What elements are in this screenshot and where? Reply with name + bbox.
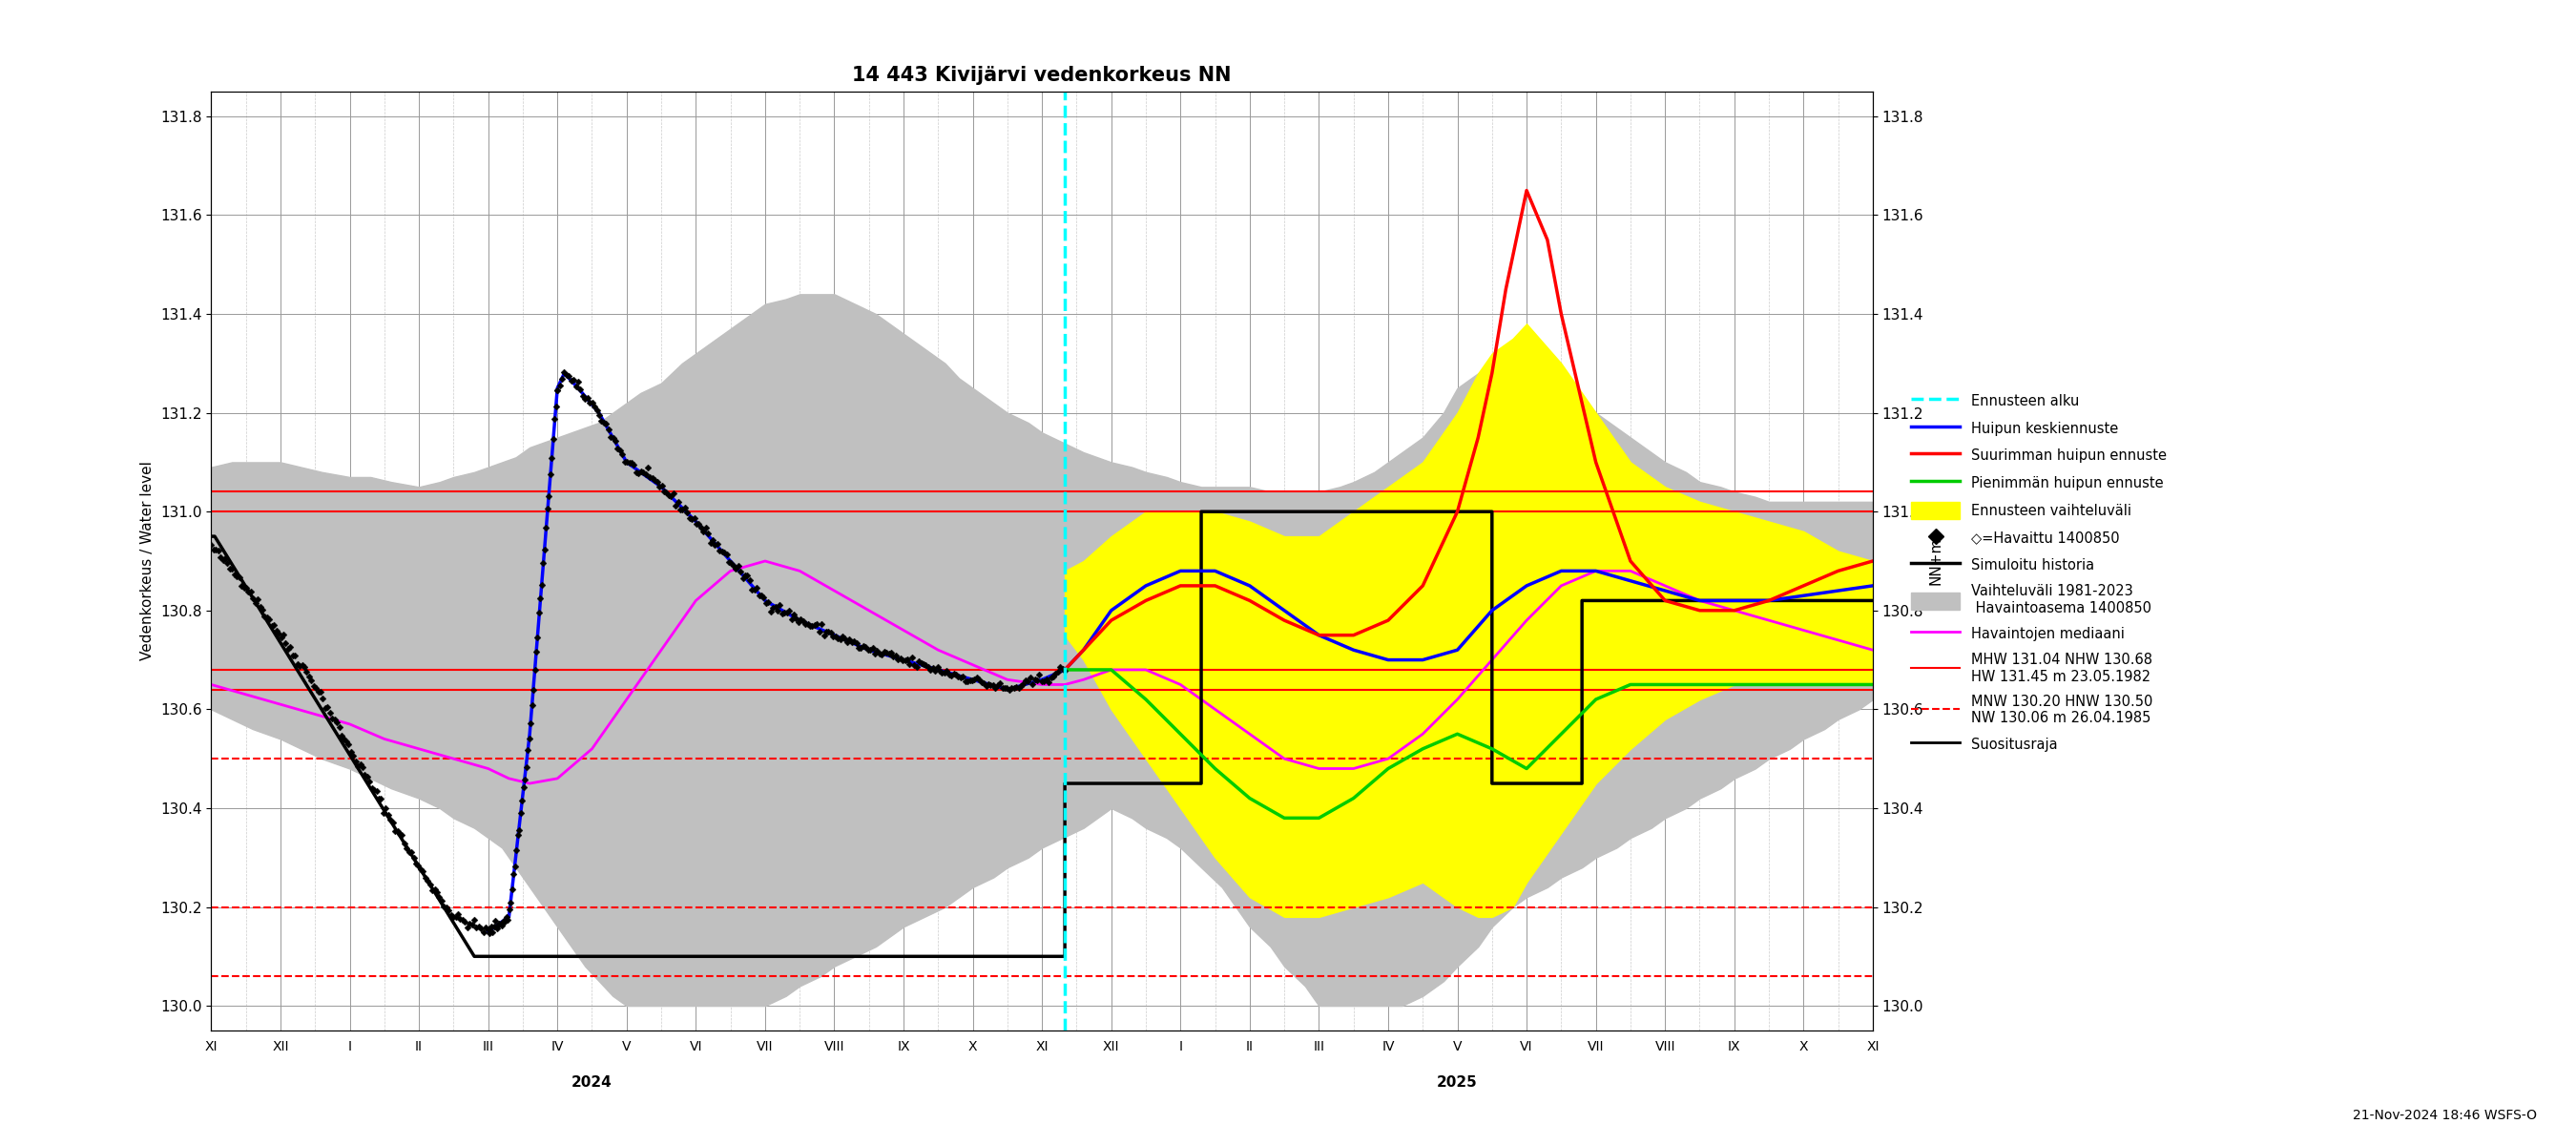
- Y-axis label: NN+m: NN+m: [1929, 537, 1942, 585]
- Text: VII: VII: [757, 1041, 773, 1053]
- Text: IV: IV: [1381, 1041, 1394, 1053]
- Text: XI: XI: [206, 1041, 216, 1053]
- Text: IX: IX: [1728, 1041, 1741, 1053]
- Text: XI: XI: [1036, 1041, 1048, 1053]
- Text: XII: XII: [273, 1041, 289, 1053]
- Text: 21-Nov-2024 18:46 WSFS-O: 21-Nov-2024 18:46 WSFS-O: [2354, 1108, 2537, 1122]
- Text: VI: VI: [1520, 1041, 1533, 1053]
- Text: III: III: [1314, 1041, 1324, 1053]
- Text: XI: XI: [1865, 1041, 1878, 1053]
- Title: 14 443 Kivijärvi vedenkorkeus NN: 14 443 Kivijärvi vedenkorkeus NN: [853, 65, 1231, 85]
- Text: I: I: [1180, 1041, 1182, 1053]
- Text: I: I: [348, 1041, 350, 1053]
- Text: IV: IV: [551, 1041, 564, 1053]
- Text: V: V: [1453, 1041, 1463, 1053]
- Text: V: V: [621, 1041, 631, 1053]
- Legend: Ennusteen alku, Huipun keskiennuste, Suurimman huipun ennuste, Pienimmän huipun : Ennusteen alku, Huipun keskiennuste, Suu…: [1906, 387, 2172, 758]
- Text: VIII: VIII: [1654, 1041, 1674, 1053]
- Text: VIII: VIII: [824, 1041, 845, 1053]
- Text: 2025: 2025: [1437, 1075, 1479, 1089]
- Text: II: II: [1247, 1041, 1255, 1053]
- Text: XII: XII: [1103, 1041, 1121, 1053]
- Text: VII: VII: [1587, 1041, 1605, 1053]
- Text: 2024: 2024: [572, 1075, 613, 1089]
- Text: II: II: [415, 1041, 422, 1053]
- Text: VI: VI: [690, 1041, 703, 1053]
- Y-axis label: Vedenkorkeus / Water level: Vedenkorkeus / Water level: [142, 461, 155, 661]
- Text: X: X: [969, 1041, 976, 1053]
- Text: III: III: [482, 1041, 495, 1053]
- Text: IX: IX: [896, 1041, 909, 1053]
- Text: X: X: [1798, 1041, 1808, 1053]
